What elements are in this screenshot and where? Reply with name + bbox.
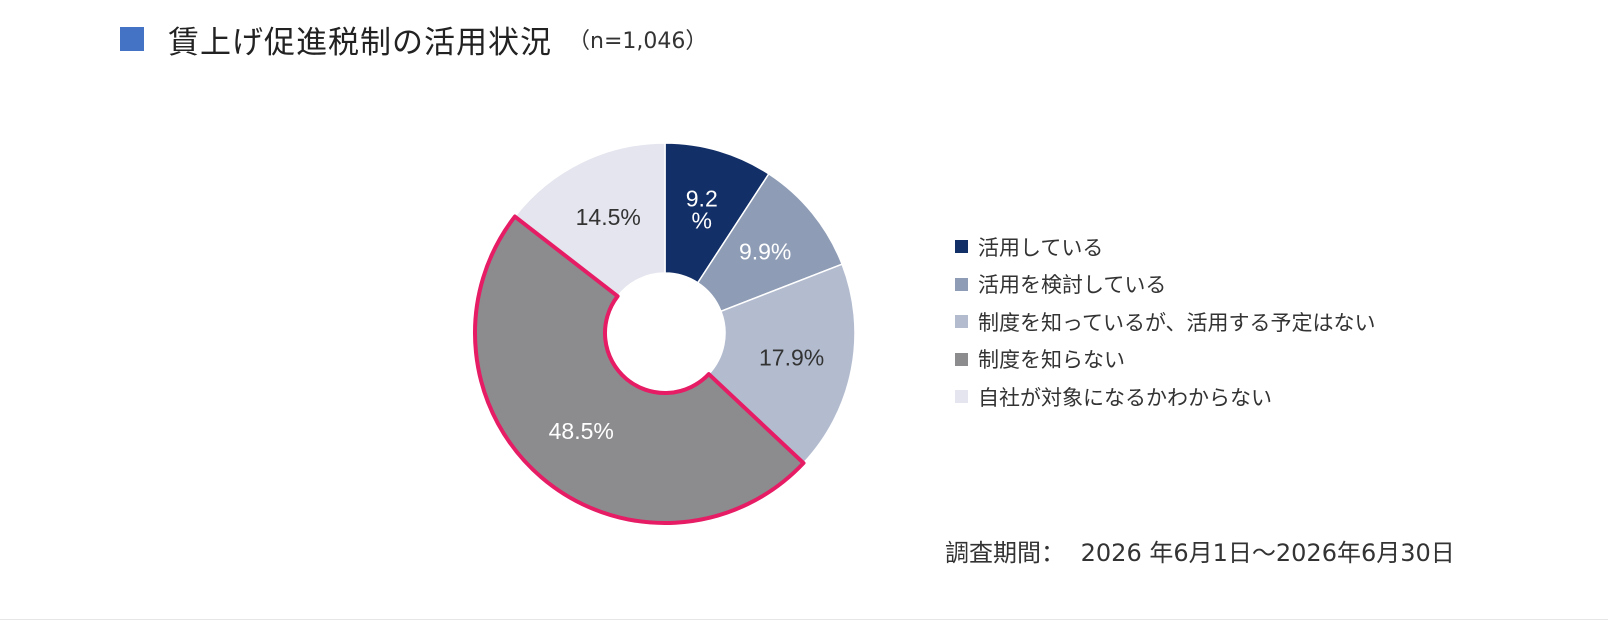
data-label-3: 17.9% [759, 345, 824, 371]
legend-swatch-icon [955, 315, 968, 329]
donut-slice-3 [707, 263, 856, 465]
legend-swatch-icon [955, 352, 968, 366]
data-label-4: 48.5% [549, 418, 614, 444]
legend-item-2: 活用を検討している [955, 266, 1376, 304]
bottom-divider [0, 619, 1608, 620]
donut-highlight [473, 214, 806, 525]
donut-slices [474, 142, 856, 524]
donut-slice-5 [513, 142, 666, 298]
legend-label: 制度を知っているが、活用する予定はない [978, 310, 1376, 335]
chart-title-row: 賃上げ促進税制の活用状況 （n=1,046） [120, 14, 707, 64]
survey-period-value: 2026 年6月1日～2026年6月30日 [1080, 539, 1455, 567]
legend-label: 活用している [978, 235, 1104, 260]
legend-item-4: 制度を知らない [955, 341, 1376, 379]
survey-period: 調査期間： 2026 年6月1日～2026年6月30日 [945, 533, 1455, 568]
donut-data-labels: 9.2 % 9.9% 17.9% 48.5% 14.5% [549, 185, 825, 444]
legend-label: 活用を検討している [978, 273, 1167, 298]
legend-swatch-icon [955, 390, 968, 404]
legend-label: 自社が対象になるかわからない [978, 385, 1272, 410]
data-label-1: 9.2% [686, 185, 718, 233]
legend-label: 制度を知らない [978, 348, 1125, 373]
legend-item-1: 活用している [955, 228, 1376, 266]
chart-legend: 活用している活用を検討している制度を知っているが、活用する予定はない 制度を知らな… [955, 228, 1376, 416]
donut-slice-2 [696, 172, 844, 313]
data-label-2: 9.9% [739, 239, 791, 265]
survey-period-label: 調査期間： [945, 539, 1065, 567]
legend-item-3: 制度を知っているが、活用する予定はない [955, 303, 1376, 341]
legend-item-5: 自社が対象になるかわからない [955, 378, 1376, 416]
donut-chart: 9.2 % 9.9% 17.9% 48.5% 14.5% [473, 142, 856, 525]
chart-title: 賃上げ促進税制の活用状況 [168, 24, 552, 61]
data-label-5: 14.5% [576, 204, 641, 230]
legend-swatch-icon [955, 277, 968, 291]
sample-size: （n=1,046） [568, 29, 708, 54]
highlight-outline [473, 214, 806, 525]
title-square-icon [120, 27, 144, 51]
legend-swatch-icon [955, 240, 968, 254]
